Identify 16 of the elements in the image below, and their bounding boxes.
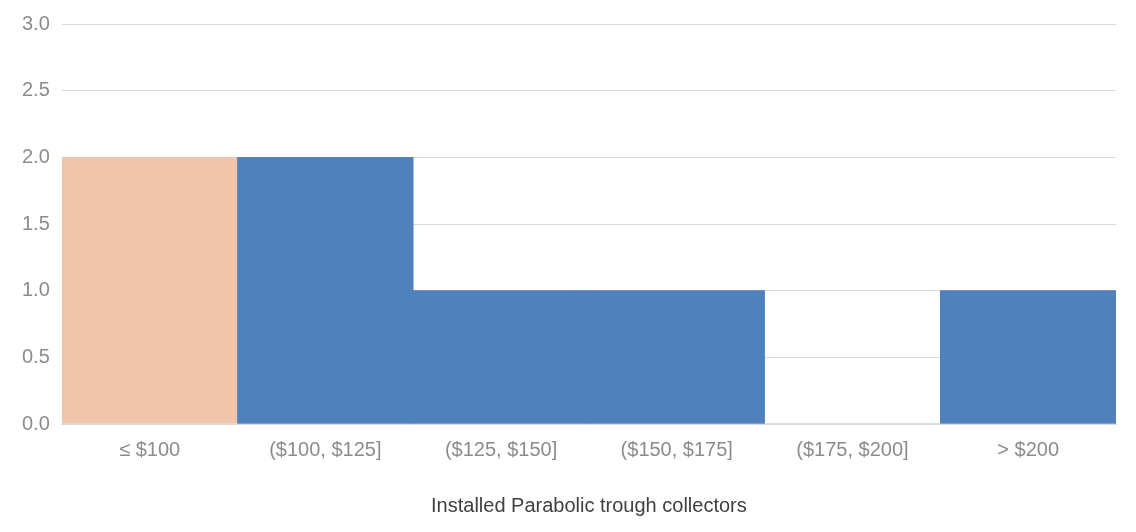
y-tick-label: 2.5 <box>21 78 50 101</box>
x-tick-label: ≤ $100 <box>119 437 181 460</box>
y-tick-label: 0.0 <box>21 411 50 434</box>
x-tick-label: ($100, $125] <box>269 437 382 460</box>
y-tick-label: 1.5 <box>21 211 50 234</box>
y-tick-label: 1.0 <box>21 278 50 301</box>
y-tick-label: 3.0 <box>21 11 50 34</box>
x-tick-label: > $200 <box>997 437 1060 460</box>
y-tick-label: 0.5 <box>21 344 50 367</box>
bar <box>61 157 238 424</box>
x-axis-title: Installed Parabolic trough collectors <box>431 493 747 516</box>
bar <box>939 290 1116 424</box>
x-tick-label: ($125, $150] <box>444 437 558 460</box>
y-tick-label: 2.0 <box>21 144 50 167</box>
x-tick-label: ($150, $175] <box>620 437 733 460</box>
x-tick-label: ($175, $200] <box>796 437 909 460</box>
